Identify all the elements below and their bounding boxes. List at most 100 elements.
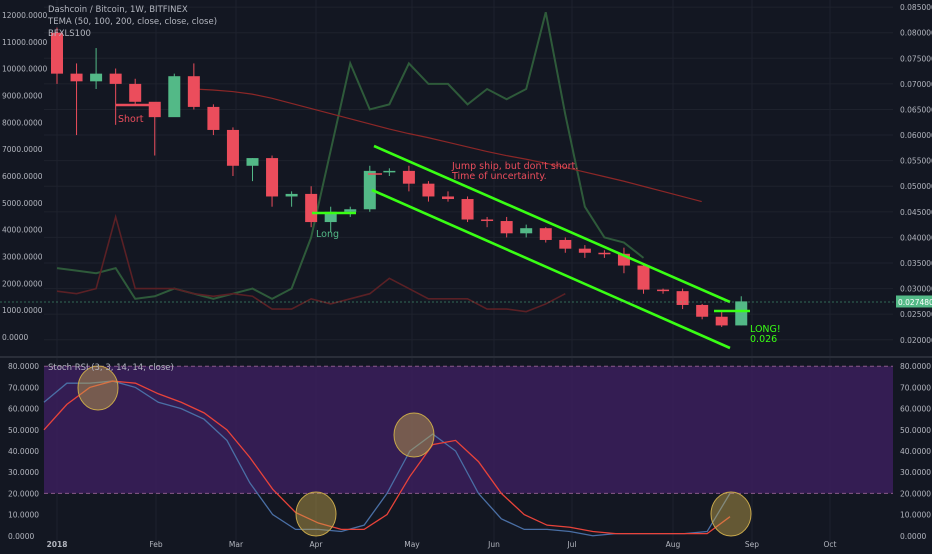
long-label: Long xyxy=(316,229,339,240)
rsi-right-tick: 70.0000 xyxy=(900,383,931,392)
chart-title[interactable]: Dashcoin / Bitcoin, 1W, BITFINEX xyxy=(48,5,188,15)
time-axis[interactable]: 2018 Feb Mar Apr May Jun Jul Aug Sep Oct xyxy=(47,540,837,549)
rsi-right-tick: 40.0000 xyxy=(900,447,931,456)
candle-body xyxy=(187,76,200,107)
stoch-rsi-legend[interactable]: Stoch RSI (3, 3, 14, 14, close) xyxy=(48,363,174,373)
candle-body xyxy=(226,129,239,166)
rsi-left-tick: 80.0000 xyxy=(8,362,39,371)
candle-body xyxy=(305,193,318,223)
candle-body xyxy=(383,170,396,173)
time-axis-tick: Oct xyxy=(824,540,837,549)
rsi-left-tick: 60.0000 xyxy=(8,405,39,414)
channel-lower-line xyxy=(371,188,731,350)
rsi-left-tick: 30.0000 xyxy=(8,468,39,477)
left-axis-tick: 7000.0000 xyxy=(2,145,43,154)
rsi-left-tick: 20.0000 xyxy=(8,489,39,498)
candle-body xyxy=(324,211,337,223)
left-axis-tick: 3000.0000 xyxy=(2,253,43,262)
rsi-right-tick: 30.0000 xyxy=(900,468,931,477)
candle-body xyxy=(285,193,298,197)
candle-body xyxy=(696,304,709,317)
price-badge xyxy=(896,295,932,308)
price-badge-text: 0.027480 xyxy=(898,298,932,307)
left-axis-tick: 2000.0000 xyxy=(2,279,43,288)
left-axis-tick: 4000.0000 xyxy=(2,226,43,235)
rsi-right-tick: 50.0000 xyxy=(900,426,931,435)
tema-lines xyxy=(193,88,702,203)
tema-line xyxy=(193,88,702,203)
right-axis-tick: 0.020000 xyxy=(900,336,932,345)
time-axis-tick: May xyxy=(404,540,420,549)
candle-body xyxy=(578,248,591,253)
highlight-circle xyxy=(295,491,337,537)
candle-body xyxy=(559,239,572,249)
left-axis-tick: 9000.0000 xyxy=(2,92,43,101)
candle-body xyxy=(735,301,748,326)
candle-body xyxy=(246,158,259,166)
time-axis-tick: Aug xyxy=(666,540,681,549)
rsi-right-tick: 0.0000 xyxy=(900,532,926,541)
uncertainty-label: Time of uncertainty. xyxy=(451,171,547,182)
candle-body xyxy=(344,209,357,212)
candle-body xyxy=(402,170,415,184)
left-price-axis[interactable]: 12000.0000 11000.0000 10000.0000 9000.0000 8… xyxy=(2,11,48,541)
chart-legend: Dashcoin / Bitcoin, 1W, BITFINEX TEMA (5… xyxy=(48,4,217,40)
candle-body xyxy=(676,291,689,305)
left-axis-tick: 5000.0000 xyxy=(2,199,43,208)
rsi-left-tick: 50.0000 xyxy=(8,426,39,435)
jump-ship-label: Jump ship, but don't short. xyxy=(451,161,578,172)
left-axis-tick: 1000.0000 xyxy=(2,306,43,315)
descending-channel xyxy=(0,103,894,350)
rsi-left-tick: 70.0000 xyxy=(8,383,39,392)
time-axis-tick: Apr xyxy=(310,540,324,549)
candle-body xyxy=(481,219,494,222)
left-axis-tick: 6000.0000 xyxy=(2,172,43,181)
compare-lines xyxy=(56,11,645,313)
compare-series-line xyxy=(56,11,645,300)
tema-legend[interactable]: TEMA (50, 100, 200, close, close, close) xyxy=(48,17,218,27)
rsi-left-tick: 40.0000 xyxy=(8,447,39,456)
rsi-right-tick: 20.0000 xyxy=(900,489,931,498)
candle-body xyxy=(70,73,83,82)
short-label: Short xyxy=(118,114,144,125)
candle-body xyxy=(207,106,220,130)
candle-body xyxy=(109,73,122,84)
candle-body xyxy=(520,228,533,234)
rsi-right-tick: 60.0000 xyxy=(900,405,931,414)
rsi-left-tick: 10.0000 xyxy=(8,511,39,520)
compare-legend[interactable]: BFXLS100 xyxy=(48,29,91,39)
highlight-circle xyxy=(393,412,435,458)
time-axis-tick: Jul xyxy=(566,540,576,549)
candle-body xyxy=(168,76,181,118)
candle-body xyxy=(598,252,611,255)
candle-body xyxy=(90,73,103,82)
rsi-right-tick: 10.0000 xyxy=(900,511,931,520)
annotations: Short Long Jump ship, but don't short.Time… xyxy=(118,114,932,345)
highlight-circle xyxy=(77,365,119,411)
time-axis-tick: Feb xyxy=(149,540,163,549)
long-final-value: 0.026 xyxy=(750,334,777,345)
rsi-band xyxy=(44,366,893,494)
candle-body xyxy=(500,221,513,234)
left-axis-tick: 11000.0000 xyxy=(2,38,48,47)
candle-body xyxy=(442,196,454,200)
candle-body xyxy=(363,170,376,210)
stoch-rsi-lines xyxy=(43,365,893,537)
rsi-left-tick: 0.0000 xyxy=(8,532,34,541)
long-final-label: LONG! xyxy=(750,324,781,335)
time-axis-tick: Sep xyxy=(745,540,759,549)
time-axis-tick: Mar xyxy=(229,540,244,549)
left-axis-tick: 0.0000 xyxy=(2,333,28,342)
